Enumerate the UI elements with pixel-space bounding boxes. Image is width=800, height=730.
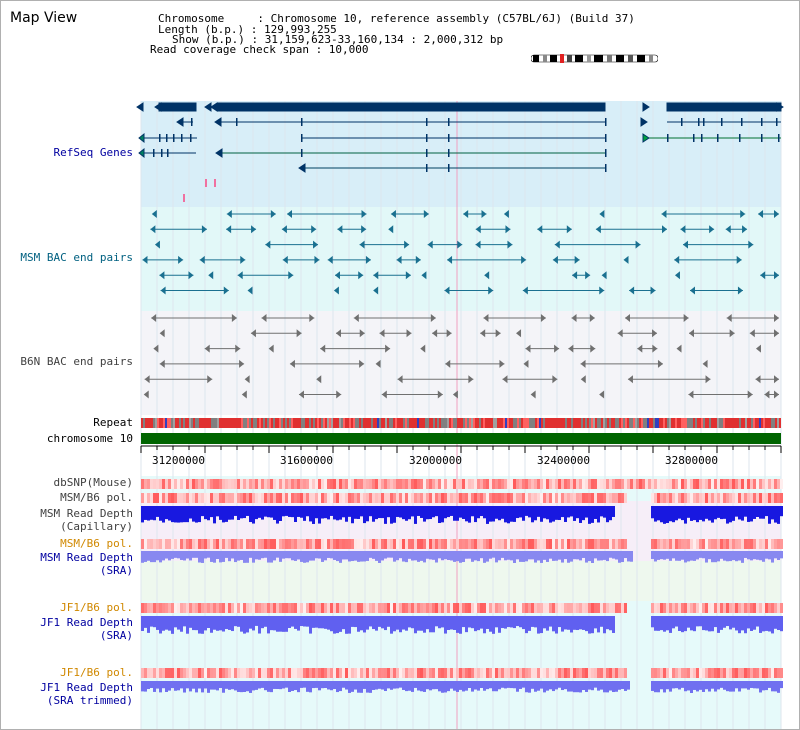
msm-depth-capillary-sub-label: (Capillary) bbox=[60, 520, 133, 533]
axis-tick-label: 31200000 bbox=[152, 454, 205, 467]
msm-pol-2-track-label[interactable]: MSM/B6 pol. bbox=[60, 537, 133, 550]
msm-bac-pairs bbox=[142, 210, 779, 295]
chromosome-info: Chromosome : Chromosome 10, reference as… bbox=[158, 12, 635, 25]
show-range-info: Show (b.p.) : 31,159,623-33,160,134 : 2,… bbox=[172, 33, 504, 46]
jf1-depth-trimmed-label[interactable]: JF1 Read Depth bbox=[40, 681, 133, 694]
b6n-bac-pairs bbox=[143, 314, 779, 399]
grid-lines bbox=[140, 101, 782, 729]
msm-depth-capillary-label[interactable]: MSM Read Depth bbox=[40, 507, 133, 520]
chromosome-ideogram[interactable] bbox=[531, 54, 658, 63]
heat-tracks bbox=[141, 479, 783, 678]
axis-tick-label: 32000000 bbox=[409, 454, 462, 467]
axis-tick-label: 31600000 bbox=[280, 454, 333, 467]
jf1-pol-track-label[interactable]: JF1/B6 pol. bbox=[60, 601, 133, 614]
refseq-track-label[interactable]: RefSeq Genes bbox=[53, 146, 133, 159]
jf1-depth-sra-label[interactable]: JF1 Read Depth bbox=[40, 616, 133, 629]
length-info: Length (b.p.) : 129,993,255 bbox=[158, 23, 337, 36]
b6n-bac-track-label[interactable]: B6N BAC end pairs bbox=[20, 355, 133, 368]
page-title: Map View bbox=[10, 10, 78, 26]
msm-pol-track-label[interactable]: MSM/B6 pol. bbox=[60, 491, 133, 504]
axis-ticks bbox=[140, 446, 782, 453]
chromosome-track-label[interactable]: chromosome 10 bbox=[46, 432, 133, 445]
gene-exons bbox=[153, 118, 780, 172]
repeat-track bbox=[141, 418, 781, 428]
repeat-track-label[interactable]: Repeat bbox=[93, 416, 133, 429]
axis-tick-label: 32800000 bbox=[665, 454, 718, 467]
chromosome-bar bbox=[141, 433, 781, 444]
jf1-depth-sra-sub-label: (SRA) bbox=[99, 629, 133, 642]
coverage-span-info: Read coverage check span : 10,000 bbox=[150, 43, 369, 56]
jf1-pol-2-track-label[interactable]: JF1/B6 pol. bbox=[60, 666, 133, 679]
msm-bac-track-label[interactable]: MSM BAC end pairs bbox=[20, 251, 133, 264]
msm-depth-sra-label[interactable]: MSM Read Depth bbox=[40, 551, 133, 564]
dbsnp-track-label[interactable]: dbSNP(Mouse) bbox=[53, 476, 133, 489]
depth-tracks bbox=[141, 506, 783, 693]
refseq-genes bbox=[136, 102, 784, 173]
axis-tick-label: 32400000 bbox=[537, 454, 590, 467]
jf1-depth-trimmed-sub-label: (SRA trimmed) bbox=[46, 694, 133, 707]
msm-depth-sra-sub-label: (SRA) bbox=[99, 564, 133, 577]
